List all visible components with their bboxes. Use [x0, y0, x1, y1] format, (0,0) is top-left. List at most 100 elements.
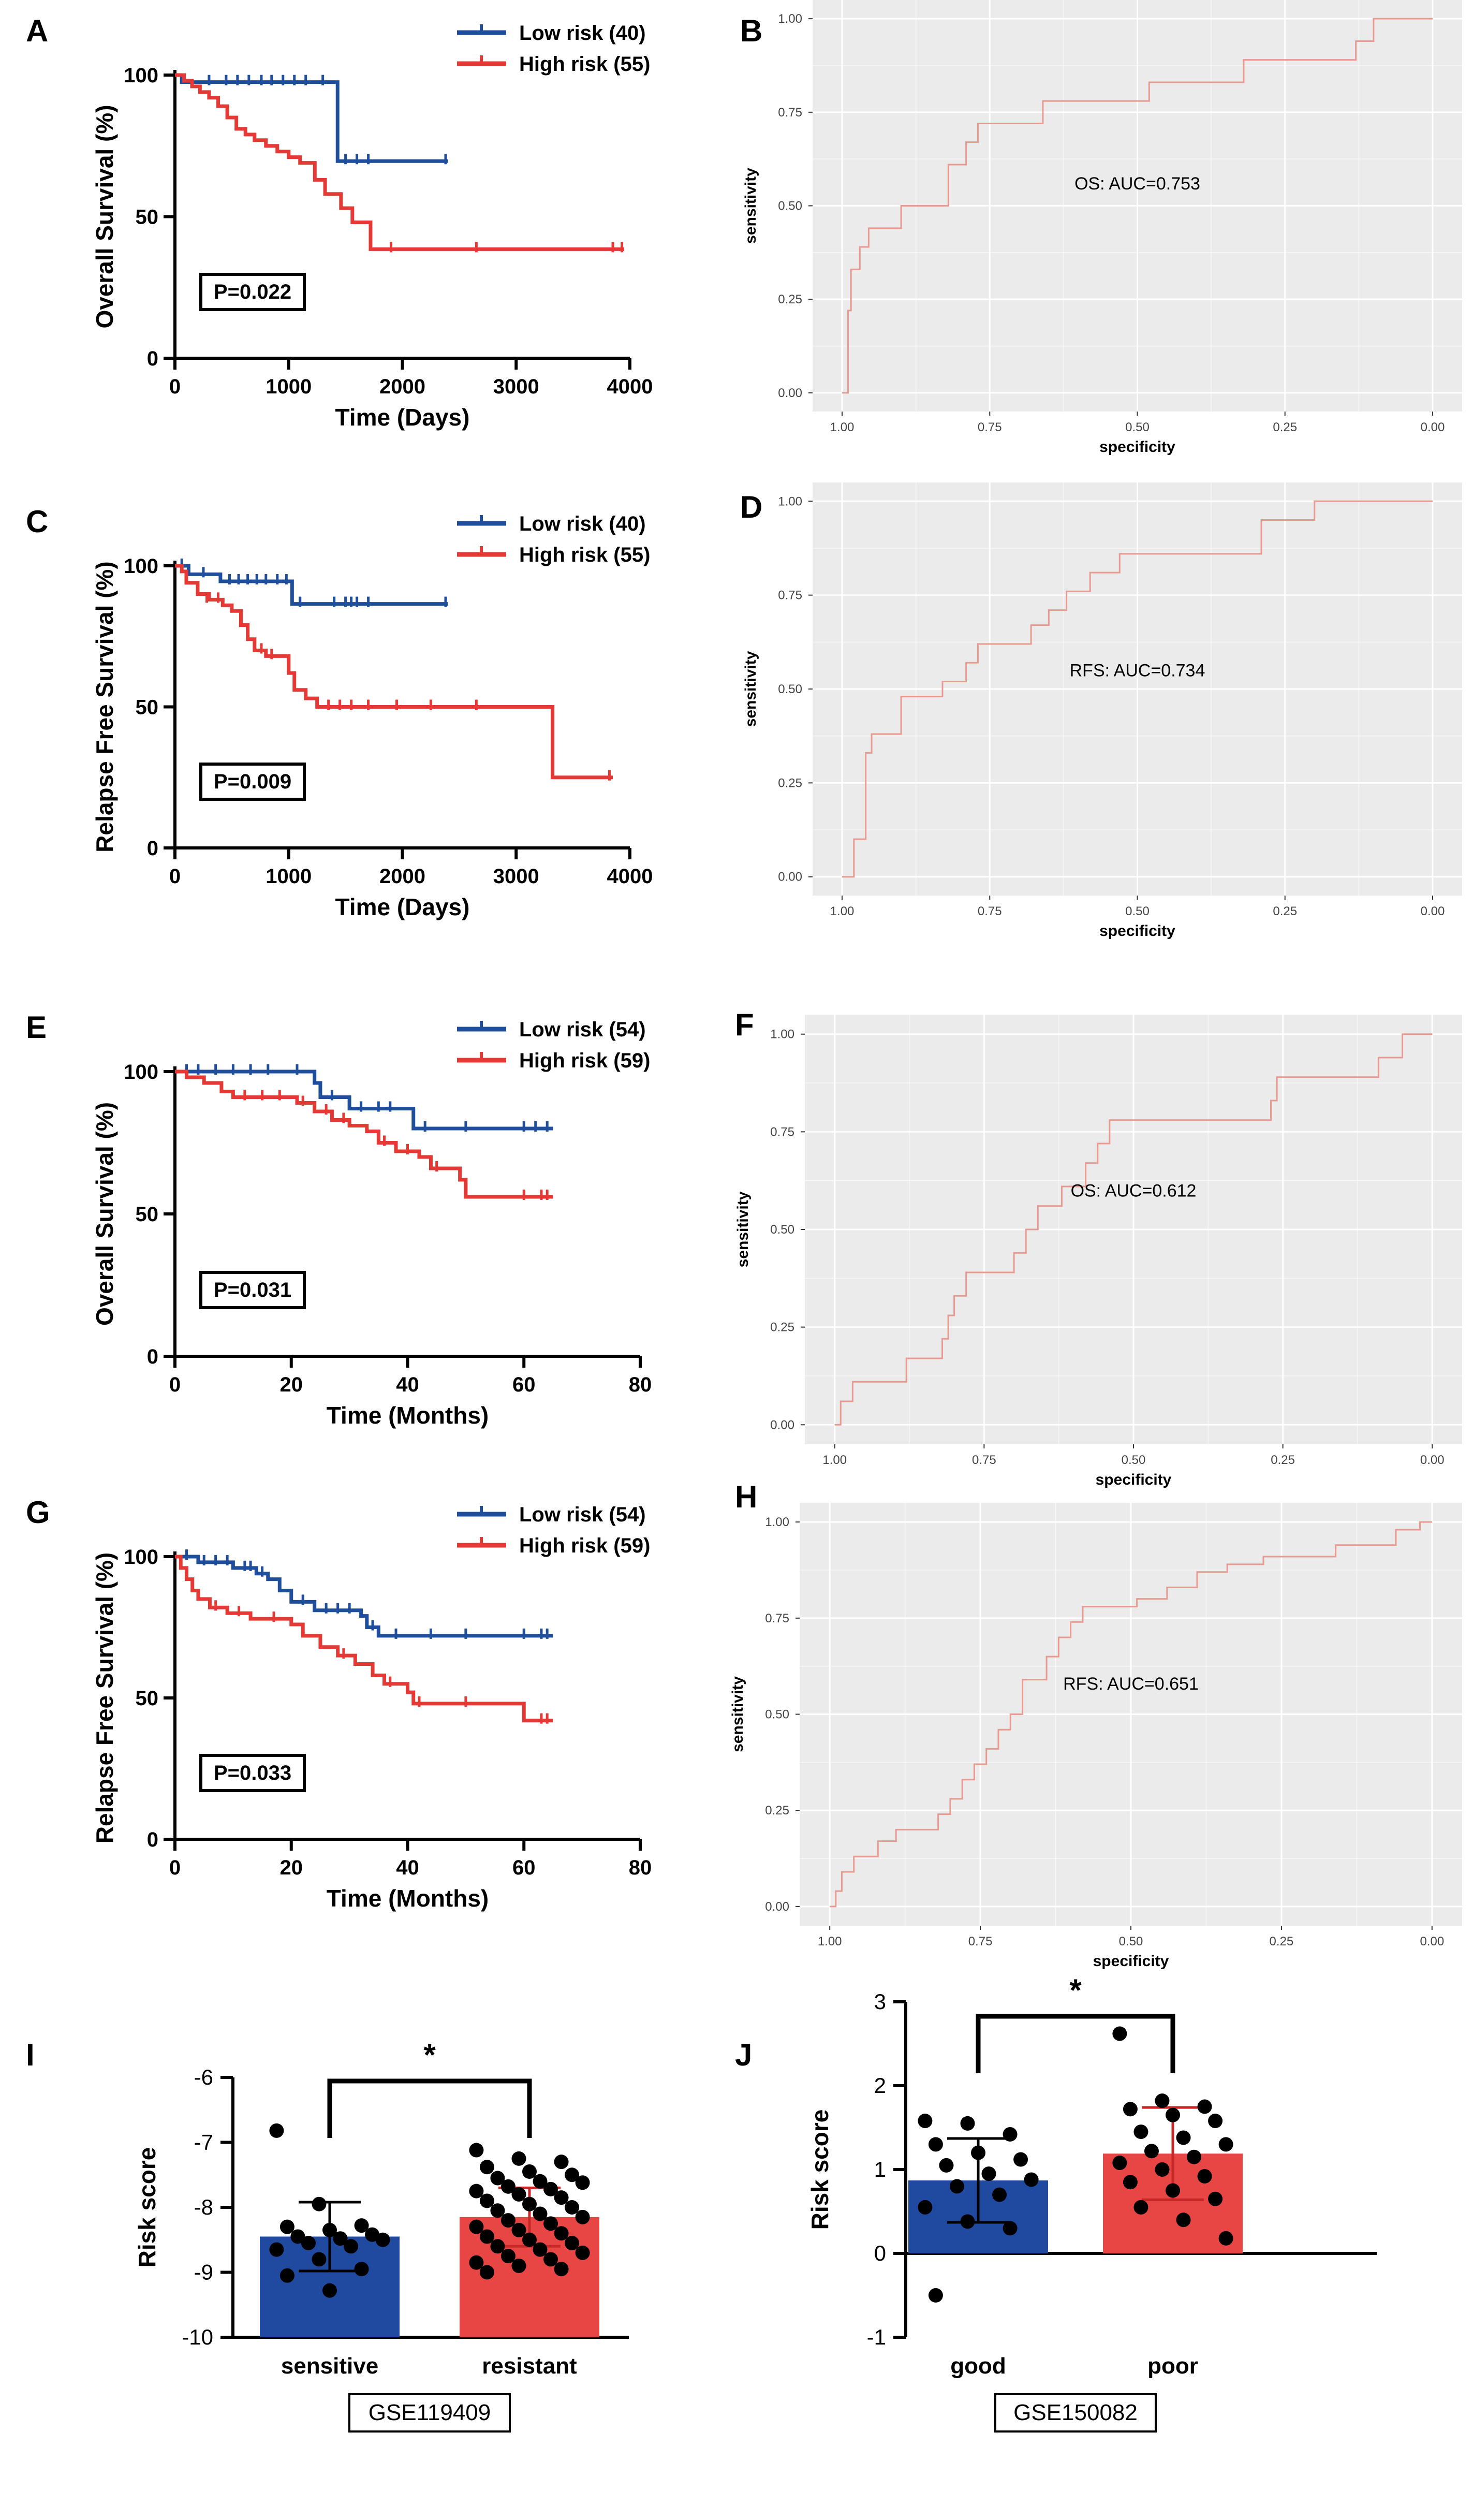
data-point [522, 2196, 537, 2211]
data-point [479, 2265, 494, 2280]
data-point [565, 2167, 580, 2182]
km-curve-high [175, 73, 625, 251]
data-point [575, 2209, 590, 2224]
data-point [511, 2151, 526, 2166]
data-point [469, 2219, 484, 2234]
data-point [533, 2174, 548, 2189]
data-point [949, 2179, 964, 2194]
x-tick-label: 40 [396, 1856, 419, 1879]
y-axis-label: Overall Survival (%) [91, 1102, 118, 1326]
auc-annotation: OS: AUC=0.612 [1071, 1181, 1197, 1201]
data-point [1112, 2156, 1127, 2171]
x-tick-label: 20 [280, 1856, 303, 1879]
panel-label: B [740, 13, 762, 48]
data-point [511, 2222, 526, 2237]
data-point [479, 2193, 494, 2208]
roc-curve [842, 500, 1433, 878]
x-tick-label: 80 [629, 1373, 652, 1396]
x-tick-label: 1000 [266, 375, 312, 398]
data-point [469, 2255, 484, 2270]
legend-label: Low risk (40) [519, 22, 646, 45]
y-tick-label: 100 [124, 1061, 158, 1083]
y-tick-label: 0.25 [778, 776, 802, 790]
roc-curve [842, 18, 1433, 394]
data-point [511, 2258, 526, 2273]
y-tick-label: -1 [867, 2325, 886, 2349]
data-point [992, 2187, 1007, 2202]
x-tick-label: 0 [169, 1856, 181, 1879]
y-tick-label: 1.00 [778, 494, 802, 508]
data-point [490, 2171, 505, 2186]
km-curve-high [175, 564, 613, 780]
x-tick-label: 0.00 [1420, 1935, 1444, 1948]
data-point [554, 2155, 569, 2170]
y-tick-label: 2 [874, 2073, 886, 2098]
panel-label: D [740, 490, 762, 524]
y-tick-label: 0.50 [765, 1708, 789, 1722]
pvalue-text: P=0.009 [214, 770, 291, 793]
x-tick-label: 0.75 [978, 420, 1002, 434]
legend-label: High risk (55) [519, 53, 650, 76]
data-point [1133, 2200, 1148, 2215]
data-point [543, 2252, 558, 2267]
significance-bracket [976, 2014, 1175, 2073]
data-point [543, 2216, 558, 2231]
data-point [1155, 2093, 1170, 2108]
data-point [543, 2181, 558, 2196]
dataset-box [348, 2393, 511, 2433]
data-point [279, 2268, 294, 2283]
auc-annotation: RFS: AUC=0.651 [1063, 1674, 1199, 1694]
panel-g: G 0 20 40 60 80 0 50 100 Time (Months) Relapse Fre… [26, 1495, 652, 1912]
data-point [918, 2200, 933, 2215]
data-point [479, 2229, 494, 2244]
category-label: poor [1147, 2353, 1198, 2379]
data-point [565, 2200, 580, 2215]
auc-annotation: RFS: AUC=0.734 [1070, 661, 1205, 681]
data-point [565, 2236, 580, 2251]
dataset-box [994, 2393, 1157, 2433]
data-point [918, 2114, 933, 2129]
x-tick-label: 4000 [607, 865, 653, 888]
data-point [1176, 2130, 1191, 2145]
y-tick-label: 0.25 [765, 1804, 789, 1818]
panel-label: C [26, 504, 48, 539]
km-curve-low [175, 1069, 553, 1131]
data-point [511, 2187, 526, 2202]
data-point [1123, 2175, 1138, 2190]
roc-curve [834, 1033, 1433, 1426]
data-point [290, 2229, 305, 2244]
y-tick-label: 50 [136, 1203, 159, 1226]
km-curve-high [175, 1555, 553, 1723]
panel-f: F 1.00 0.75 0.50 0.25 0.00 0.00 0.25 0.50 0.75 1.0… [734, 1007, 1462, 1488]
y-tick-label: 0.25 [770, 1321, 794, 1335]
data-point [533, 2206, 548, 2221]
y-axis-label: Risk score [806, 2109, 833, 2230]
x-tick-label: 0.25 [1270, 1935, 1294, 1948]
category-label: sensitive [281, 2353, 378, 2379]
x-tick-label: 20 [280, 1373, 303, 1396]
x-tick-label: 1.00 [830, 420, 855, 434]
y-tick-label: -6 [194, 2065, 213, 2089]
x-tick-label: 0.25 [1273, 420, 1297, 434]
data-point [928, 2137, 943, 2152]
data-point [971, 2145, 985, 2160]
y-axis-label: sensitivity [742, 651, 759, 727]
y-tick-label: 100 [124, 1546, 158, 1569]
x-tick-label: 0.50 [1125, 420, 1150, 434]
panel-label: G [26, 1495, 50, 1530]
x-tick-label: 0 [169, 865, 181, 888]
y-tick-label: 0.50 [770, 1223, 794, 1237]
panel-label: F [735, 1007, 754, 1042]
data-point [490, 2203, 505, 2218]
data-point [500, 2249, 515, 2264]
panel-c: C 0 1000 2000 3000 4000 0 50 100 Time (Days) Relap… [26, 504, 653, 920]
y-axis-label: sensitivity [729, 1676, 746, 1752]
y-axis-label: sensitivity [734, 1191, 752, 1267]
pvalue-text: P=0.033 [214, 1762, 291, 1784]
y-tick-label: 50 [136, 696, 159, 719]
y-tick-label: 0 [874, 2241, 886, 2265]
data-point [533, 2242, 548, 2257]
x-tick-label: 0.25 [1273, 904, 1297, 918]
x-tick-label: 40 [396, 1373, 419, 1396]
x-tick-label: 0.25 [1271, 1453, 1295, 1467]
